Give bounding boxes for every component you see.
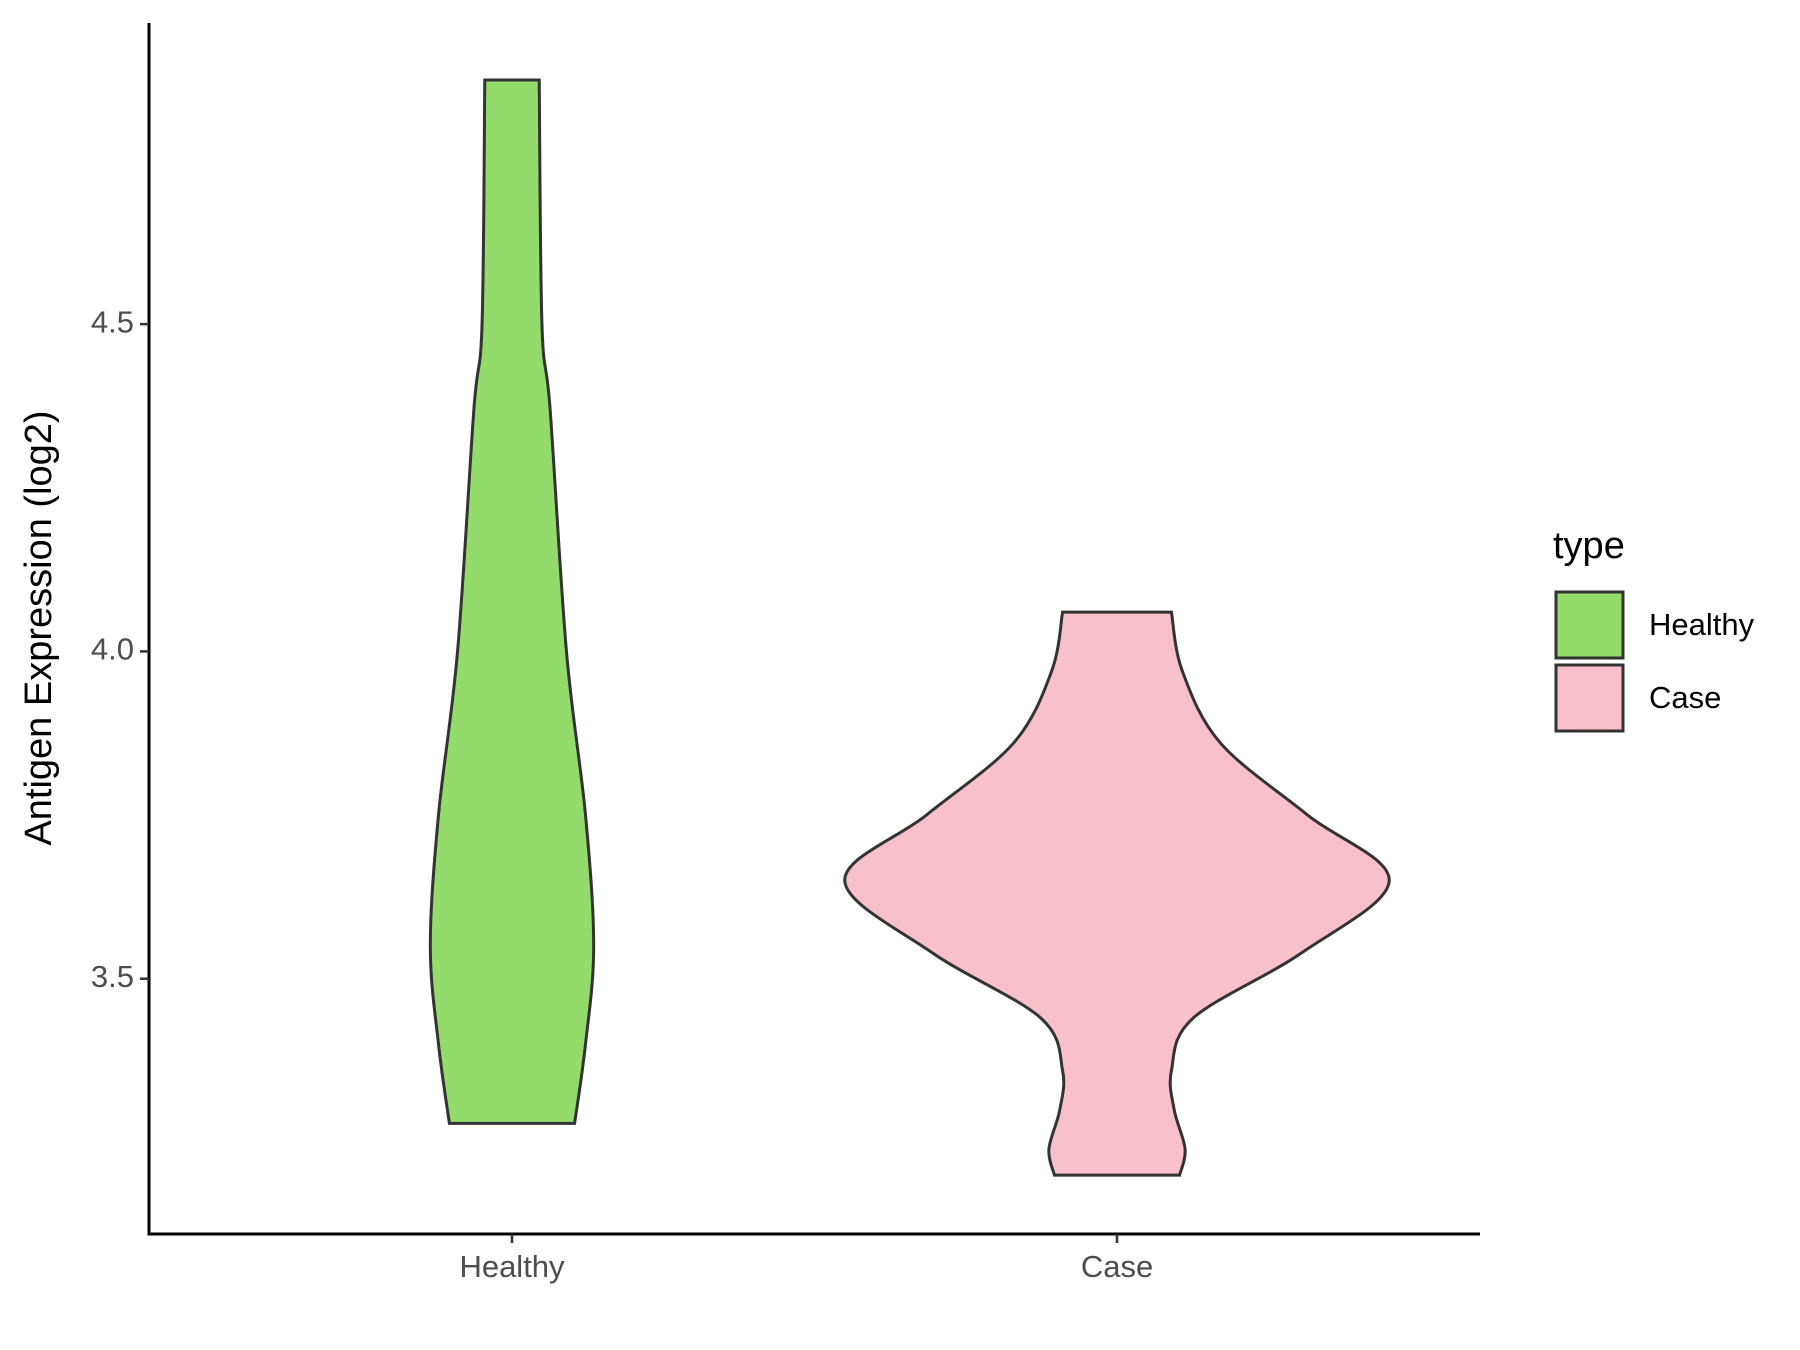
violin bbox=[843, 610, 1391, 1177]
y-axis-title: Antigen Expression (log2) bbox=[18, 410, 60, 845]
legend-key bbox=[1554, 590, 1625, 660]
legend-label: Healthy bbox=[1649, 607, 1755, 642]
y-tick-label: 4.5 bbox=[91, 304, 134, 339]
y-tick-label: 4.0 bbox=[91, 632, 134, 667]
legend-title: type bbox=[1553, 525, 1625, 567]
violin bbox=[428, 78, 596, 1125]
legend-key bbox=[1554, 663, 1625, 733]
x-tick-label: Case bbox=[1081, 1249, 1153, 1284]
y-tick-label: 3.5 bbox=[91, 959, 134, 994]
legend-label: Case bbox=[1649, 680, 1721, 715]
x-tick-label: Healthy bbox=[459, 1249, 565, 1284]
